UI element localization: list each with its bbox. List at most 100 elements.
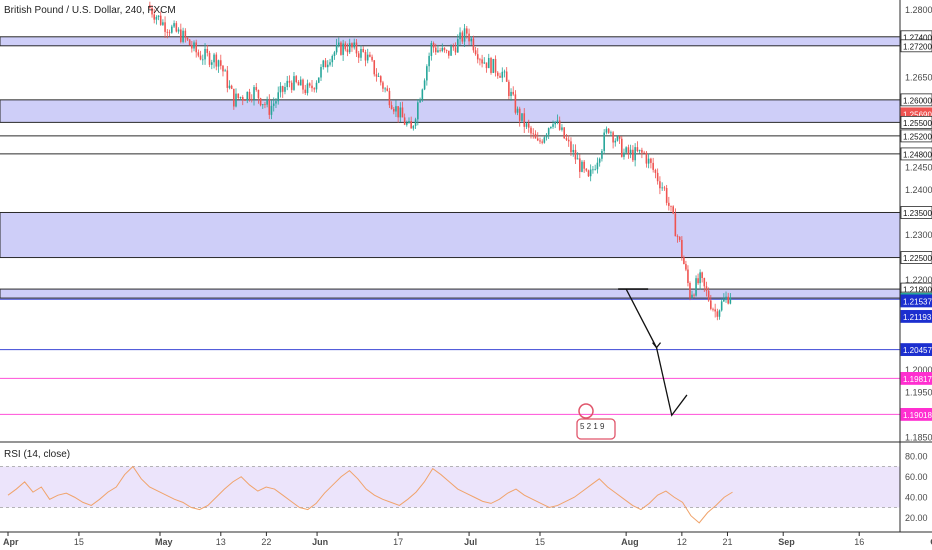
candle-body: [670, 205, 672, 207]
candle-body: [284, 86, 286, 92]
candle-body: [492, 58, 495, 73]
candle-body: [397, 106, 399, 118]
candle-body: [153, 14, 156, 20]
rsi-label: RSI (14, close): [4, 449, 70, 460]
candle-body: [272, 103, 275, 106]
candle-body: [448, 50, 450, 56]
candle-body: [594, 169, 596, 171]
candle-body: [607, 128, 610, 133]
candle-body: [541, 141, 543, 143]
candle-body: [261, 104, 264, 106]
projection-drawing[interactable]: [618, 288, 688, 417]
candle-body: [241, 97, 244, 101]
rsi-line: [7, 465, 733, 524]
candle-body: [587, 170, 590, 177]
candle-body: [596, 162, 599, 170]
candle-body: [348, 43, 351, 53]
projection-path[interactable]: [625, 288, 688, 417]
candle-body: [237, 93, 240, 98]
time-axis[interactable]: Apr15May1322Jun17Jul15Aug1221Sep16Oct1: [0, 531, 932, 550]
wave-marker-icon: [578, 403, 594, 419]
candle-body: [175, 23, 178, 32]
candle-body: [346, 49, 349, 53]
candle-body: [257, 90, 260, 99]
candle-body: [659, 181, 661, 189]
price-tick-label: 1.22000: [905, 275, 932, 285]
candle-body: [417, 102, 419, 120]
candle-body: [173, 23, 175, 27]
candle-body: [565, 138, 568, 140]
candle-body: [585, 168, 588, 171]
candle-body: [699, 272, 701, 284]
candle-body: [208, 52, 211, 65]
candle-body: [439, 50, 441, 52]
candle-body: [636, 147, 639, 152]
candle-body: [620, 138, 623, 157]
candle-body: [563, 127, 566, 139]
candle-body: [384, 88, 386, 90]
candle-body: [583, 161, 585, 169]
candle-body: [186, 37, 189, 40]
candle-body: [322, 60, 325, 68]
time-tick-label: Sep: [778, 537, 795, 547]
candle-body: [703, 278, 706, 287]
candle-body: [277, 92, 280, 102]
price-axis-background: [900, 0, 932, 532]
price-tag-label: 1.25200: [903, 132, 932, 141]
candle-body: [581, 161, 583, 172]
time-tick-label: 15: [74, 537, 84, 547]
candlestick-series: [149, 1, 732, 321]
candle-body: [333, 52, 336, 56]
candle-body: [255, 87, 258, 91]
candle-body: [603, 132, 605, 151]
price-tag-label: 1.19817: [903, 375, 932, 384]
price-tick-label: 1.26500: [905, 72, 932, 82]
candle-body: [275, 101, 277, 104]
candle-body: [281, 86, 284, 92]
candle-body: [647, 158, 650, 164]
time-axis-background: [0, 532, 932, 550]
wave-marker-box: [576, 418, 616, 440]
candle-body: [450, 46, 452, 56]
candle-body: [171, 26, 173, 33]
candle-body: [570, 141, 572, 153]
candle-body: [419, 99, 421, 103]
candle-body: [605, 128, 608, 133]
price-tick-label: 1.23000: [905, 230, 932, 240]
candle-body: [558, 120, 561, 130]
candle-body: [408, 121, 410, 123]
candle-body: [672, 206, 674, 214]
price-tag-label: 1.25500: [903, 119, 932, 128]
candle-body: [643, 152, 645, 154]
candle-body: [355, 42, 358, 54]
price-tag-label: 1.21537: [903, 297, 932, 306]
candle-body: [691, 294, 693, 298]
candle-body: [182, 30, 184, 42]
candle-body: [714, 309, 716, 312]
candle-body: [496, 72, 499, 76]
candle-body: [556, 120, 559, 122]
candle-body: [320, 67, 322, 78]
candle-body: [512, 91, 515, 95]
candle-body: [574, 149, 577, 160]
chart-title: British Pound / U.S. Dollar, 240, FXCM: [4, 5, 176, 16]
candle-body: [572, 149, 575, 153]
candle-body: [331, 55, 334, 63]
candle-body: [445, 49, 448, 51]
price-tick-label: 1.19500: [905, 388, 932, 398]
candle-body: [534, 133, 537, 139]
candle-body: [612, 132, 614, 143]
candle-body: [623, 152, 625, 157]
candle-body: [693, 294, 695, 296]
time-tick-label: Aug: [621, 537, 639, 547]
price-axis[interactable]: 1.28000 1.26500 1.24500 1.24000 1.23000 1.220…: [899, 0, 932, 532]
candle-body: [373, 60, 376, 75]
candle-body: [678, 236, 681, 240]
candle-body: [470, 38, 473, 42]
rsi-tick-label: 80.00: [905, 451, 928, 461]
candle-body: [650, 158, 652, 163]
price-tag-label: 1.19018: [903, 411, 932, 420]
price-tag-label: 1.21800: [903, 286, 932, 295]
candle-body: [592, 169, 594, 171]
